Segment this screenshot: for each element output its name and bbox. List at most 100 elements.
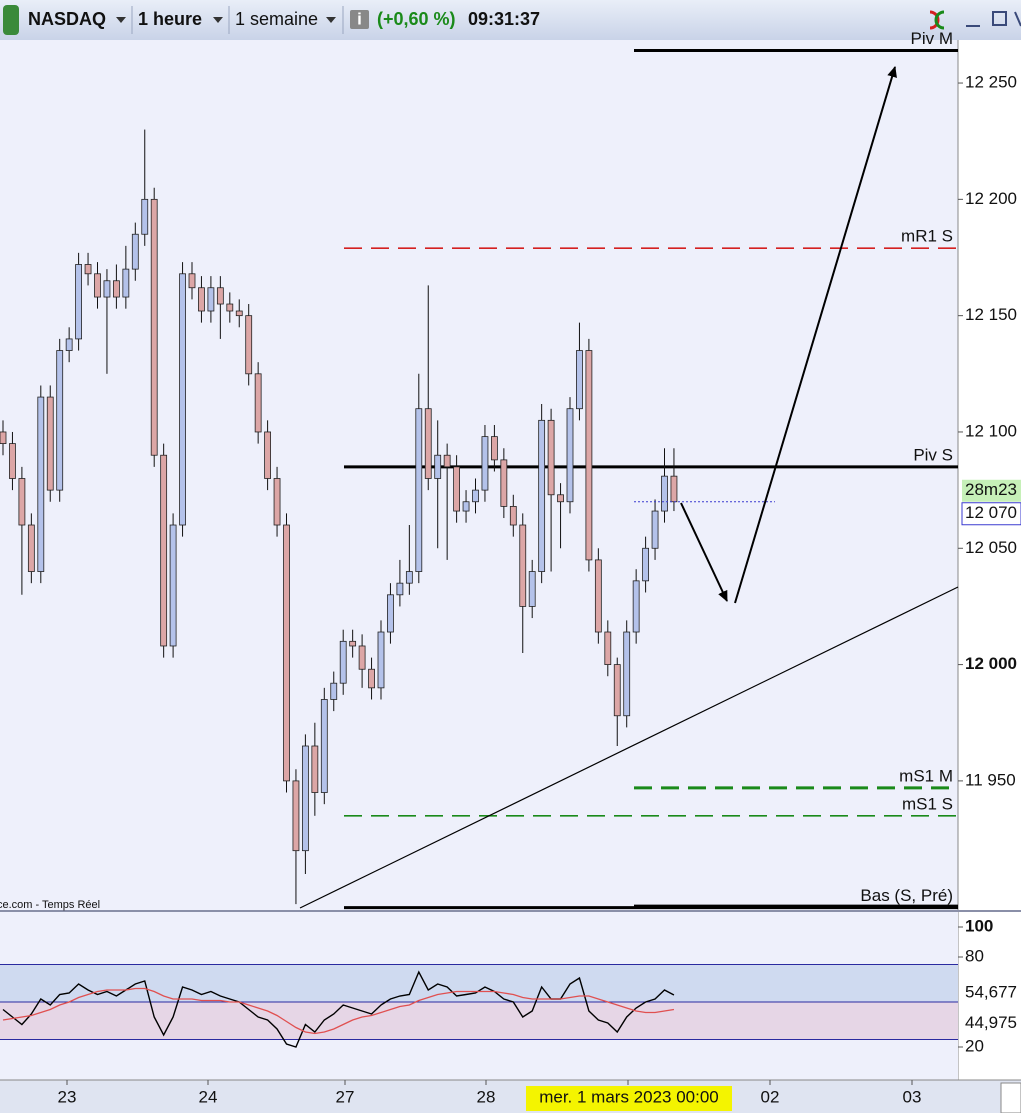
candle: [519, 513, 527, 653]
link-icon[interactable]: [3, 5, 19, 35]
candle-body: [566, 408, 574, 503]
dropdown-arrow: [213, 17, 223, 23]
candle-body: [273, 478, 281, 526]
countdown: 28m23: [965, 480, 1017, 499]
y-tick-label: 12 200: [965, 189, 1017, 208]
candle-body: [377, 631, 385, 689]
symbol[interactable]: NASDAQ: [28, 9, 106, 29]
candle: [311, 722, 319, 816]
candle-body: [339, 640, 347, 684]
candle: [226, 292, 234, 323]
candle-body: [254, 373, 262, 433]
dropdown-arrow: [116, 17, 126, 23]
refresh-icon[interactable]: [929, 10, 940, 30]
candle-body: [264, 431, 272, 479]
candle: [661, 448, 668, 523]
candle-body: [576, 350, 583, 410]
pivot-label: mR1 S: [901, 227, 953, 246]
candle-body: [642, 547, 649, 582]
arrow-up: [734, 66, 897, 604]
candle: [150, 187, 158, 467]
y-tick-label: 20: [965, 1036, 984, 1055]
candle-body: [188, 273, 196, 289]
candle: [141, 129, 149, 246]
candle: [339, 629, 347, 695]
candle-body: [75, 264, 82, 340]
candle-body: [424, 408, 432, 479]
candle-body: [245, 315, 253, 375]
candle-body: [37, 396, 45, 572]
last-price-label: 12 070: [965, 503, 1017, 522]
candle-body: [94, 273, 101, 298]
candle: [46, 385, 54, 502]
y-tick-label: 80: [965, 946, 984, 965]
info-icon[interactable]: [350, 10, 369, 29]
candle-body: [462, 501, 470, 512]
price-axis: [958, 40, 1021, 1080]
candle-body: [198, 287, 205, 312]
rsi-line: [2, 987, 675, 1035]
candle: [84, 252, 92, 286]
candle-body: [387, 594, 394, 633]
x-tick-label: 28: [477, 1087, 496, 1106]
candle-body: [9, 443, 16, 479]
trend-line: [299, 586, 959, 909]
interval[interactable]: 1 heure: [138, 9, 202, 29]
y-tick-label: 12 150: [965, 305, 1017, 324]
candle-body: [330, 682, 338, 700]
candle: [387, 583, 394, 644]
scroll-handle[interactable]: [1000, 1082, 1021, 1113]
candle: [188, 262, 196, 300]
candle-body: [472, 489, 479, 503]
x-tick-label: 24: [199, 1087, 218, 1106]
candle: [207, 276, 215, 323]
candle: [566, 397, 574, 514]
candle: [576, 322, 583, 421]
candle: [179, 262, 186, 537]
y-tick-label: 12 000: [965, 654, 1017, 673]
candle-body: [103, 280, 111, 298]
range[interactable]: 1 semaine: [235, 9, 318, 29]
source-watermark: ce.com - Temps Réel: [0, 899, 100, 911]
candle-body: [538, 419, 546, 572]
candle-body: [604, 631, 612, 665]
candle-body: [301, 745, 309, 852]
candle-body: [46, 396, 54, 491]
toolbar: [0, 0, 1021, 40]
x-tick-label: 23: [58, 1087, 77, 1106]
overbought-band: [0, 964, 958, 1002]
refresh-icon[interactable]: [934, 10, 945, 30]
candle: [651, 499, 659, 560]
candle: [481, 424, 489, 502]
candle: [472, 478, 479, 514]
close-button[interactable]: [1014, 11, 1021, 27]
candle-body: [481, 436, 489, 491]
candle: [198, 276, 205, 323]
candle: [103, 269, 111, 374]
candle: [131, 222, 139, 281]
candle: [283, 513, 290, 793]
candle: [415, 373, 423, 584]
y-tick-label: 12 100: [965, 421, 1017, 440]
x-tick-label: 27: [336, 1087, 355, 1106]
candle-body: [27, 524, 35, 572]
rsi-line: [2, 970, 675, 1048]
candle: [462, 490, 470, 523]
candle: [320, 687, 328, 805]
candle-body: [434, 454, 442, 479]
candle: [245, 304, 253, 386]
candle: [443, 443, 451, 560]
oversold-band: [0, 1002, 958, 1040]
maximize-button[interactable]: [992, 11, 1007, 26]
candle: [0, 420, 7, 456]
price-panel: [0, 40, 958, 910]
candle-body: [500, 459, 508, 507]
candle-body: [235, 310, 243, 317]
rsi-value-label: 44,975: [965, 1013, 1017, 1032]
candle-body: [415, 408, 423, 572]
candle-body: [150, 198, 158, 456]
candle-body: [65, 338, 73, 351]
candle: [65, 327, 73, 363]
y-tick-label: 11 950: [965, 770, 1016, 789]
